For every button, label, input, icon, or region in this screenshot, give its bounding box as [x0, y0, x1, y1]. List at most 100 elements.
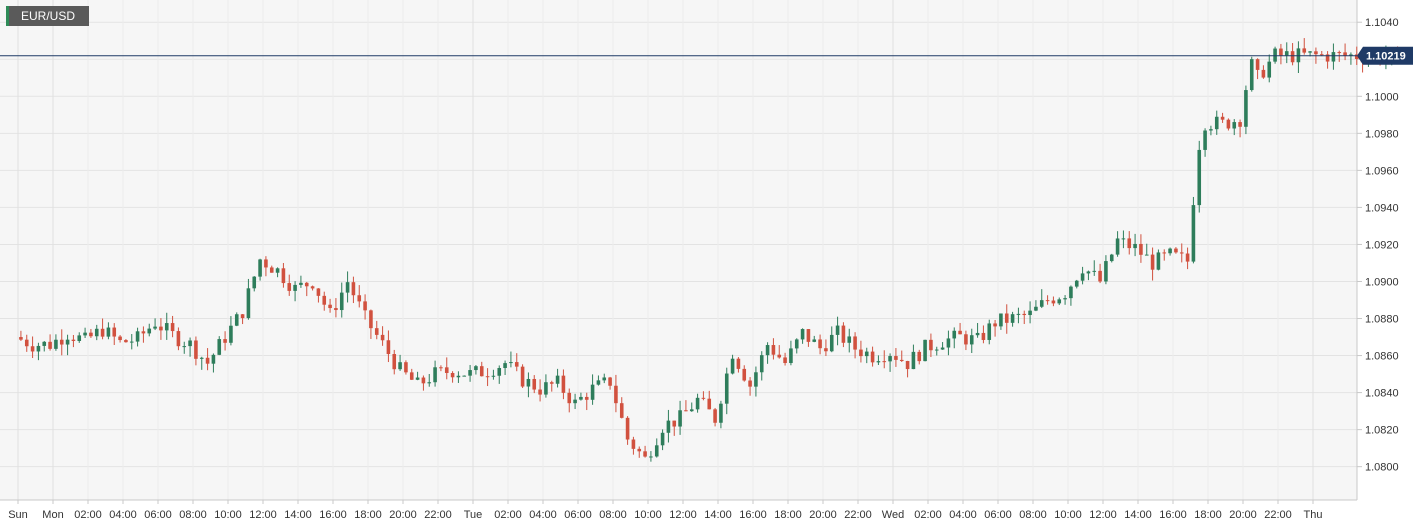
candle-body: [328, 304, 332, 309]
candle-body: [719, 403, 723, 423]
current-price-marker: [1357, 46, 1413, 65]
candle-body: [940, 347, 945, 350]
candle-body: [1249, 59, 1254, 91]
candle-body: [934, 349, 939, 351]
x-tick-label: 12:00: [669, 509, 697, 521]
candle-body: [783, 357, 787, 364]
candle-body: [608, 377, 612, 386]
y-tick-label: 1.0820: [1365, 425, 1399, 437]
candle-body: [1156, 252, 1161, 270]
candle-body: [54, 339, 58, 349]
candle-body: [427, 382, 432, 384]
candle-body: [345, 282, 350, 293]
candle-body: [567, 392, 572, 404]
candle-body: [579, 396, 583, 400]
candle-body: [847, 336, 852, 343]
candle-body: [71, 339, 76, 341]
candle-body: [258, 259, 262, 277]
x-tick-label: 12:00: [1089, 509, 1117, 521]
x-tick-label: 06:00: [984, 509, 1012, 521]
candle-body: [672, 420, 677, 427]
candle-body: [170, 323, 175, 332]
candle-body: [905, 360, 910, 370]
candle-body: [129, 341, 134, 343]
candle-body: [824, 348, 828, 352]
candle-body: [77, 335, 82, 341]
candle-body: [147, 328, 152, 334]
candle-body: [369, 310, 373, 329]
candle-body: [853, 336, 857, 350]
candle-body: [625, 417, 630, 440]
candle-body: [199, 357, 204, 359]
candle-body: [124, 340, 128, 343]
x-tick-label: 10:00: [214, 509, 242, 521]
candle-body: [713, 409, 717, 423]
candle-body: [217, 339, 222, 355]
candle-body: [520, 366, 525, 387]
candle-body: [829, 334, 834, 352]
x-tick-label: 02:00: [494, 509, 522, 521]
candle-body: [141, 331, 146, 334]
candle-body: [462, 375, 467, 377]
candle-body: [1343, 52, 1347, 56]
candle-body: [1144, 254, 1149, 256]
candle-body: [299, 282, 303, 285]
candle-body: [1226, 119, 1231, 129]
x-tick-label: 10:00: [634, 509, 662, 521]
candle-body: [1092, 270, 1097, 272]
candle-body: [549, 382, 554, 384]
candle-body: [1098, 270, 1102, 282]
candle-body: [818, 339, 822, 349]
candle-body: [859, 349, 863, 357]
x-tick-label: 02:00: [74, 509, 102, 521]
candle-body: [806, 329, 811, 342]
candle-body: [176, 331, 181, 347]
candle-body: [1261, 69, 1266, 78]
candle-body: [812, 339, 817, 342]
candle-body: [1325, 54, 1330, 62]
candle-body: [707, 398, 712, 410]
symbol-label: EUR/USD: [6, 6, 90, 26]
candle-body: [1331, 52, 1336, 62]
candle-body: [1337, 52, 1342, 54]
candle-body: [1308, 51, 1312, 53]
candle-body: [532, 378, 537, 390]
candle-body: [742, 368, 747, 381]
candle-body: [42, 341, 47, 346]
candle-body: [65, 339, 70, 345]
candle-body: [730, 358, 735, 374]
candle-body: [229, 325, 233, 343]
candle-body: [234, 314, 239, 326]
candle-body: [491, 375, 496, 377]
candle-body: [1203, 130, 1207, 150]
candle-body: [24, 339, 29, 347]
candle-body: [287, 283, 292, 291]
candle-body: [1139, 243, 1143, 255]
x-tick-label: 08:00: [179, 509, 207, 521]
candle-body: [649, 456, 653, 458]
candle-body: [736, 358, 741, 369]
candle-body: [439, 367, 443, 369]
x-tick-label: 06:00: [144, 509, 172, 521]
candle-body: [409, 372, 414, 380]
candle-body: [969, 335, 974, 345]
x-tick-label: 14:00: [284, 509, 312, 521]
candle-body: [765, 345, 770, 356]
candle-body: [1174, 248, 1178, 253]
x-tick-label: 18:00: [774, 509, 802, 521]
candle-body: [999, 313, 1003, 327]
candle-body: [118, 336, 122, 341]
candle-body: [561, 375, 566, 393]
x-tick-label: 16:00: [739, 509, 767, 521]
candle-body: [1150, 254, 1155, 270]
candle-body: [1168, 248, 1172, 254]
candle-body: [1022, 313, 1027, 316]
candle-body: [660, 432, 665, 446]
candle-body: [695, 397, 700, 410]
candle-body: [1080, 273, 1085, 281]
candle-body: [1255, 59, 1260, 70]
candle-body: [759, 355, 764, 373]
candle-body: [514, 362, 519, 367]
candle-body: [958, 330, 962, 335]
candle-body: [83, 332, 87, 336]
